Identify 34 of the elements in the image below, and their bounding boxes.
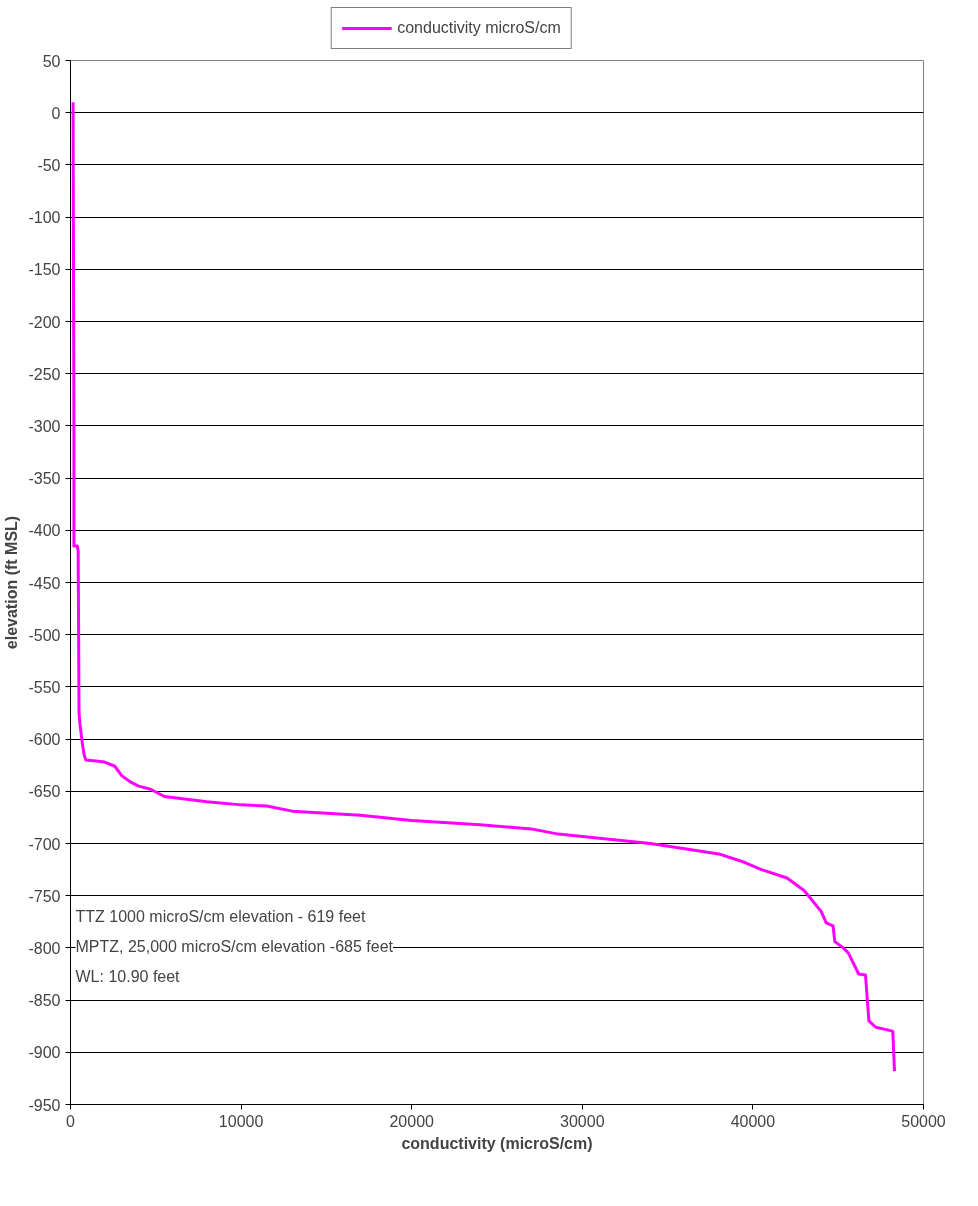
y-tick-label: -700 bbox=[28, 835, 61, 853]
y-tick-label: -200 bbox=[28, 313, 61, 331]
y-tick-label: -250 bbox=[28, 365, 61, 383]
line-series bbox=[71, 100, 896, 1073]
y-tick-label: -950 bbox=[28, 1096, 61, 1114]
y-axis-title: elevation (ft MSL) bbox=[3, 515, 21, 650]
y-tick-label: -50 bbox=[37, 156, 61, 174]
annotation: MPTZ, 25,000 microS/cm elevation -685 feet bbox=[75, 937, 394, 955]
y-tick-label: -150 bbox=[28, 261, 61, 279]
y-tick-label: -450 bbox=[28, 574, 61, 592]
x-axis-title: conductivity (microS/cm) bbox=[401, 1134, 593, 1152]
y-tick-label: -600 bbox=[28, 731, 61, 749]
x-tick-label: 10000 bbox=[218, 1112, 264, 1130]
y-tick-label: 50 bbox=[42, 52, 61, 70]
y-tick-label: -750 bbox=[28, 887, 61, 905]
y-tick-label: -900 bbox=[28, 1044, 61, 1062]
annotation: WL: 10.90 feet bbox=[75, 967, 181, 985]
y-tick-label: -350 bbox=[28, 470, 61, 488]
x-tick-label: 40000 bbox=[730, 1112, 776, 1130]
y-tick-label: -100 bbox=[28, 209, 61, 227]
legend-label: conductivity microS/cm bbox=[397, 18, 561, 37]
y-tick-label: -850 bbox=[28, 992, 61, 1010]
x-tick-label: 0 bbox=[66, 1112, 76, 1130]
x-tick-label: 50000 bbox=[901, 1112, 946, 1130]
annotation: TTZ 1000 microS/cm elevation - 619 feet bbox=[75, 907, 366, 925]
y-tick-label: -550 bbox=[28, 678, 61, 696]
y-tick-label: -800 bbox=[28, 939, 61, 957]
y-tick-label: 0 bbox=[51, 104, 61, 122]
y-tick-label: -500 bbox=[28, 626, 61, 644]
x-tick-label: 20000 bbox=[389, 1112, 435, 1130]
y-tick-label: -400 bbox=[28, 522, 61, 540]
x-tick-label: 30000 bbox=[560, 1112, 605, 1130]
y-tick-label: -300 bbox=[28, 417, 61, 435]
y-tick-label: -650 bbox=[28, 783, 61, 801]
